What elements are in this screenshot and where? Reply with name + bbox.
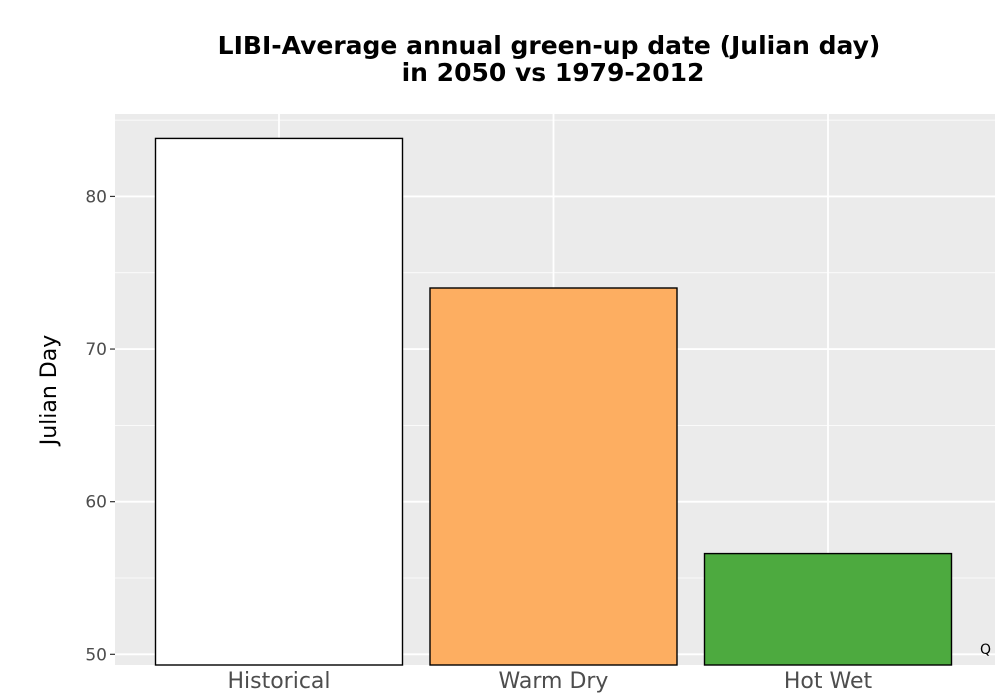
y-axis: 50 60 70 80 <box>85 187 115 665</box>
x-tick-label: Historical <box>227 669 330 694</box>
y-tick-label: 50 <box>85 645 107 665</box>
bars <box>154 137 953 666</box>
y-tick-label: 80 <box>85 187 107 207</box>
x-axis: Historical Warm Dry Hot Wet <box>227 669 872 694</box>
chart-title-line1: LIBI-Average annual green-up date (Julia… <box>218 31 881 60</box>
bar-historical <box>154 137 404 666</box>
x-tick-label: Warm Dry <box>499 669 609 694</box>
chart-title-line2: in 2050 vs 1979-2012 <box>402 58 705 87</box>
y-axis-label: Julian Day <box>37 335 62 448</box>
y-tick-label: 60 <box>85 493 107 513</box>
bar-warm-dry <box>429 287 678 666</box>
bar-hot-wet <box>703 552 953 666</box>
x-tick-label: Hot Wet <box>784 669 873 694</box>
y-tick-label: 70 <box>85 340 107 360</box>
corner-mark: Q <box>980 642 991 658</box>
